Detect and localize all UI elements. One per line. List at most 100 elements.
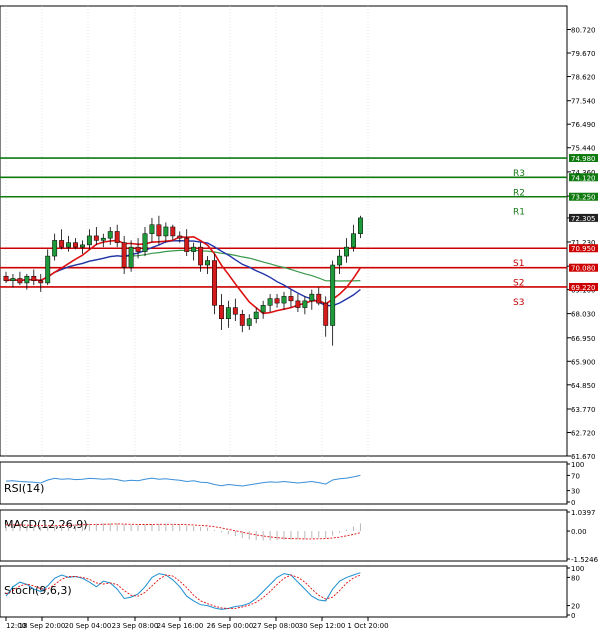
price-tick-label: 61.670: [571, 453, 596, 461]
candle-body: [114, 231, 120, 243]
price-tick-label: 78.620: [571, 74, 596, 82]
macd-panel: MACD(12,26,9) 1.0397 0.00 -1.5246: [0, 509, 599, 564]
candle-body: [135, 246, 141, 252]
indicator-tick-label: 70: [571, 472, 580, 480]
time-tick-label: 30 Sep 12:00: [299, 622, 346, 630]
candle-body: [351, 233, 356, 248]
time-tick-label: 18 Sep 20:00: [19, 622, 66, 630]
stoch-panel-frame: [0, 565, 568, 618]
candle-body: [205, 260, 211, 266]
candle-body: [260, 305, 266, 313]
indicator-tick-label: -1.5246: [571, 556, 599, 564]
rsi-line: [5, 474, 361, 487]
candle-body: [86, 235, 92, 246]
candle-body: [232, 307, 238, 315]
candle-body: [170, 226, 176, 237]
time-tick-label: 24 Sep 16:00: [157, 622, 204, 630]
candle-body: [184, 237, 190, 252]
candle-body: [45, 255, 51, 284]
pivot-price-tag: [569, 154, 598, 163]
time-tick-label: 26 Sep 00:00: [207, 622, 254, 630]
price-tags: 74.980 74.120 73.250 70.950 70.080 69.220 72.3…: [569, 154, 598, 292]
candle-body: [330, 264, 336, 326]
indicator-tick-label: 100: [571, 565, 584, 573]
moving-averages: [5, 235, 362, 315]
candle-body: [267, 298, 273, 306]
candle-body: [17, 278, 23, 284]
candle-body: [31, 275, 37, 281]
price-tick-label: 65.900: [571, 358, 596, 366]
rsi-title: RSI(14): [4, 482, 44, 495]
pivot-price-tag-label: 69.220: [571, 284, 596, 292]
candle-body: [177, 235, 183, 239]
rsi-y-axis: 100 70 30 0: [567, 461, 584, 507]
candle-body: [3, 275, 9, 281]
candle-body: [59, 240, 65, 248]
time-tick-label: 20 Sep 04:00: [65, 622, 112, 630]
candle-body: [239, 314, 245, 326]
candle-body: [246, 318, 252, 326]
pivot-price-tag: [569, 173, 598, 182]
price-tick-label: 76.490: [571, 121, 596, 129]
price-tick-label: 63.770: [571, 406, 596, 414]
pivot-label-r1: R1: [513, 208, 525, 218]
candle-body: [358, 217, 363, 234]
candle-body: [253, 311, 259, 320]
candle-body: [121, 242, 127, 268]
pivot-price-tag: [569, 192, 598, 201]
pivot-price-tag-label: 74.120: [571, 174, 596, 182]
candle-body: [337, 255, 343, 266]
pivot-price-tag-label: 70.080: [571, 265, 596, 273]
candle-body: [225, 307, 231, 320]
candle-body: [344, 246, 350, 257]
pivot-label-r3: R3: [513, 169, 525, 179]
rsi-panel: RSI(14) 100 70 30 0: [0, 461, 584, 507]
price-tick-label: 74.360: [571, 169, 596, 177]
pivot-label-s1: S1: [513, 259, 524, 269]
candle-body: [80, 244, 85, 248]
price-tick-label: 79.670: [571, 50, 596, 58]
candle-body: [100, 237, 106, 241]
candle-body: [128, 246, 134, 268]
macd-y-axis: 1.0397 0.00 -1.5246: [567, 509, 599, 564]
indicator-tick-label: 100: [571, 461, 584, 469]
pivot-price-tag-label: 70.950: [571, 245, 596, 253]
candle-body: [316, 293, 322, 304]
candle-body: [302, 300, 308, 308]
candle-body: [107, 231, 113, 239]
candle-body: [212, 260, 217, 306]
price-tick-label: 71.230: [571, 239, 596, 247]
indicator-tick-label: 20: [571, 603, 580, 611]
candle-body: [288, 296, 294, 302]
candle-body: [309, 293, 315, 302]
candle-body: [142, 233, 148, 252]
macd-title: MACD(12,26,9): [4, 518, 88, 531]
rsi-line: [5, 474, 361, 487]
indicator-tick-label: 30: [571, 488, 580, 496]
candle-body: [198, 246, 204, 266]
indicator-tick-label: 0: [571, 499, 575, 507]
time-tick-label: 27 Sep 08:00: [253, 622, 300, 630]
candle-body: [163, 226, 169, 237]
time-tick-label: 23 Sep 08:00: [112, 622, 159, 630]
pivot-price-tag-label: 73.250: [571, 194, 596, 202]
pivot-price-tag: [569, 244, 598, 253]
rsi-panel-frame: [0, 461, 568, 505]
current-price-label: 72.305: [571, 215, 596, 223]
candle-body: [93, 235, 99, 241]
price-tick-label: 68.030: [571, 311, 596, 319]
candle-body: [38, 280, 44, 284]
candle-body: [274, 298, 280, 304]
price-tick-label: 80.720: [571, 27, 596, 35]
pivot-price-tag-label: 74.980: [571, 155, 596, 163]
candle-body: [73, 242, 78, 248]
candle-body: [191, 246, 197, 252]
candle-body: [156, 224, 162, 237]
time-tick-label: 12:00: [6, 622, 26, 630]
candle-body: [219, 305, 224, 320]
candle-body: [52, 240, 58, 257]
current-price-tag: [569, 213, 598, 222]
